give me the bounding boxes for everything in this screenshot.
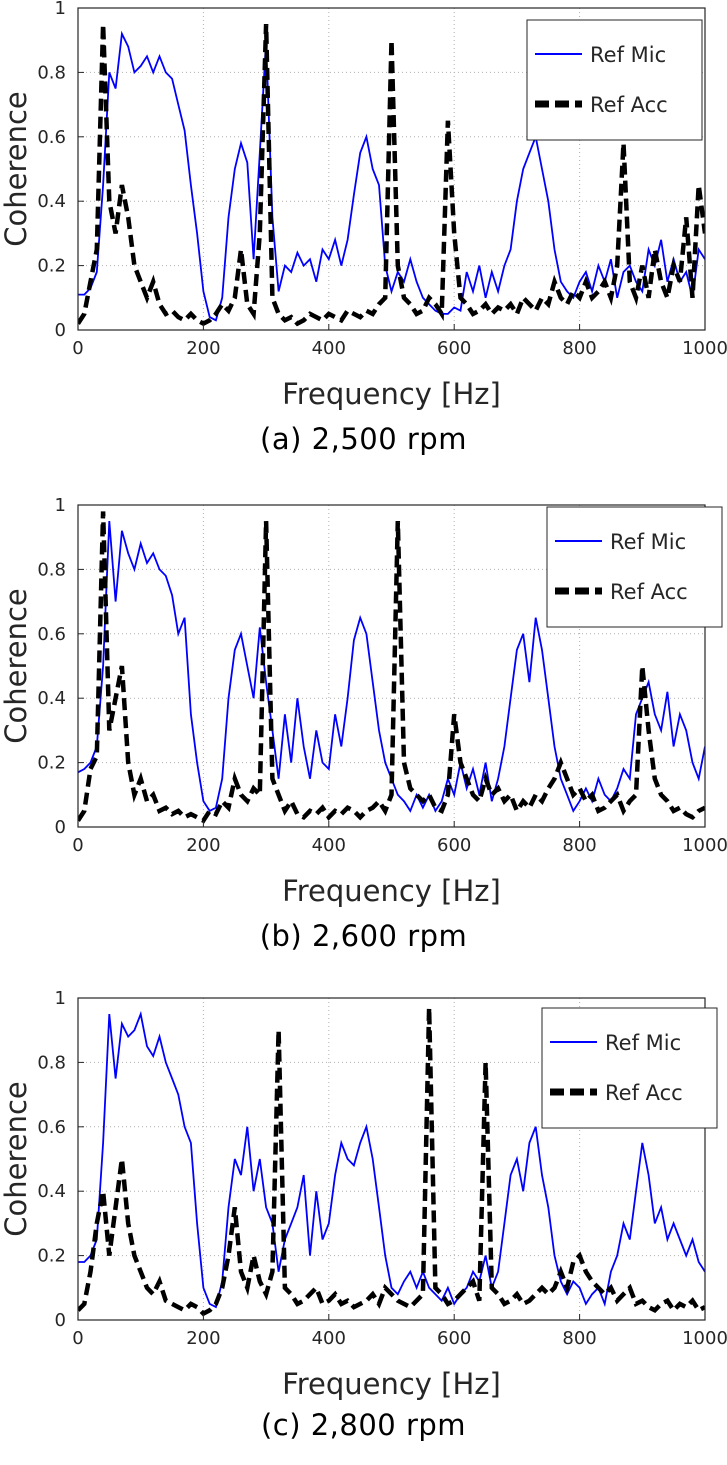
x-tick-label: 200	[186, 835, 220, 856]
x-tick-label: 600	[437, 835, 471, 856]
y-tick-label: 0.8	[37, 1052, 66, 1073]
y-tick-label: 0.6	[37, 1117, 66, 1138]
coherence-chart-a: 0 200 400 600 800 1000 0 0.2 0.4 0.6 0.8 1 Frequency…	[0, 0, 727, 411]
x-tick-label: 800	[562, 338, 596, 359]
legend: Ref Mic Ref Acc	[541, 1007, 718, 1129]
x-tick-label: 200	[186, 1328, 220, 1349]
y-tick-label: 0.4	[37, 191, 66, 212]
y-tick-label: 0	[55, 1310, 66, 1331]
grid	[78, 998, 705, 1320]
coherence-chart-b: 0 200 400 600 800 1000 0 0.2 0.4 0.6 0.8 1 Frequency…	[0, 497, 727, 908]
y-tick-label: 1	[55, 0, 66, 19]
x-tick-label: 400	[312, 835, 346, 856]
y-tick-label: 0	[55, 320, 66, 341]
series-line-ref-mic	[78, 30, 705, 322]
x-tick-label: 400	[312, 338, 346, 359]
legend-label-ref-acc: Ref Acc	[590, 93, 668, 117]
chart-caption-b: (b) 2,600 rpm	[259, 919, 468, 953]
x-tick-label: 200	[186, 338, 220, 359]
y-tick-label: 0.8	[37, 62, 66, 83]
x-axis-label: Frequency [Hz]	[282, 1367, 501, 1401]
legend-box	[541, 1007, 718, 1129]
legend-box	[526, 19, 703, 141]
y-tick-label: 1	[55, 990, 66, 1009]
chart-panel-a: 0 200 400 600 800 1000 0 0.2 0.4 0.6 0.8 1 Frequency…	[0, 0, 727, 475]
x-tick-label: 600	[437, 1328, 471, 1349]
y-axis-label: Coherence	[0, 1081, 33, 1237]
x-tick-label: 800	[562, 1328, 596, 1349]
x-tick-label: 1000	[682, 338, 727, 359]
x-axis-label: Frequency [Hz]	[282, 377, 501, 411]
grid	[78, 8, 705, 330]
chart-caption-c: (c) 2,800 rpm	[260, 1408, 467, 1442]
y-tick-label: 1	[55, 497, 66, 516]
axes-frame	[77, 504, 706, 828]
y-tick-label: 0.6	[37, 127, 66, 148]
y-tick-label: 0.4	[37, 1181, 66, 1202]
y-tick-label: 0.8	[37, 559, 66, 580]
legend-label-ref-mic: Ref Mic	[610, 530, 686, 554]
series-line-ref-mic	[78, 1010, 705, 1309]
y-tick-label: 0	[55, 817, 66, 838]
series-line-ref-acc	[78, 511, 705, 824]
legend-box	[546, 506, 723, 628]
chart-caption-a: (a) 2,500 rpm	[260, 422, 467, 456]
x-tick-label: 1000	[682, 835, 727, 856]
x-tick-label: 600	[437, 338, 471, 359]
chart-panel-b: 0 200 400 600 800 1000 0 0.2 0.4 0.6 0.8 1 Frequency…	[0, 497, 727, 972]
y-tick-label: 0.4	[37, 688, 66, 709]
x-tick-label: 1000	[682, 1328, 727, 1349]
x-axis-label: Frequency [Hz]	[282, 874, 501, 908]
x-tick-label: 0	[72, 338, 83, 359]
x-tick-label: 0	[72, 1328, 83, 1349]
legend-label-ref-acc: Ref Acc	[605, 1081, 683, 1105]
y-tick-label: 0.2	[37, 1246, 66, 1267]
axes-frame	[77, 997, 706, 1321]
y-tick-label: 0.2	[37, 753, 66, 774]
chart-panel-c: 0 200 400 600 800 1000 0 0.2 0.4 0.6 0.8 1 Frequency…	[0, 990, 727, 1465]
legend-label-ref-mic: Ref Mic	[605, 1031, 681, 1055]
legend-label-ref-acc: Ref Acc	[610, 580, 688, 604]
x-tick-label: 800	[562, 835, 596, 856]
y-tick-label: 0.6	[37, 624, 66, 645]
y-axis-label: Coherence	[0, 588, 33, 744]
y-tick-label: 0.2	[37, 256, 66, 277]
x-tick-label: 400	[312, 1328, 346, 1349]
x-tick-label: 0	[72, 835, 83, 856]
legend: Ref Mic Ref Acc	[546, 506, 723, 628]
series-line-ref-acc	[78, 1007, 705, 1317]
axes-frame	[77, 7, 706, 331]
y-axis-label: Coherence	[0, 91, 33, 247]
grid	[78, 505, 705, 827]
legend-label-ref-mic: Ref Mic	[590, 43, 666, 67]
legend: Ref Mic Ref Acc	[526, 19, 703, 141]
coherence-chart-c: 0 200 400 600 800 1000 0 0.2 0.4 0.6 0.8 1 Frequency…	[0, 990, 727, 1401]
